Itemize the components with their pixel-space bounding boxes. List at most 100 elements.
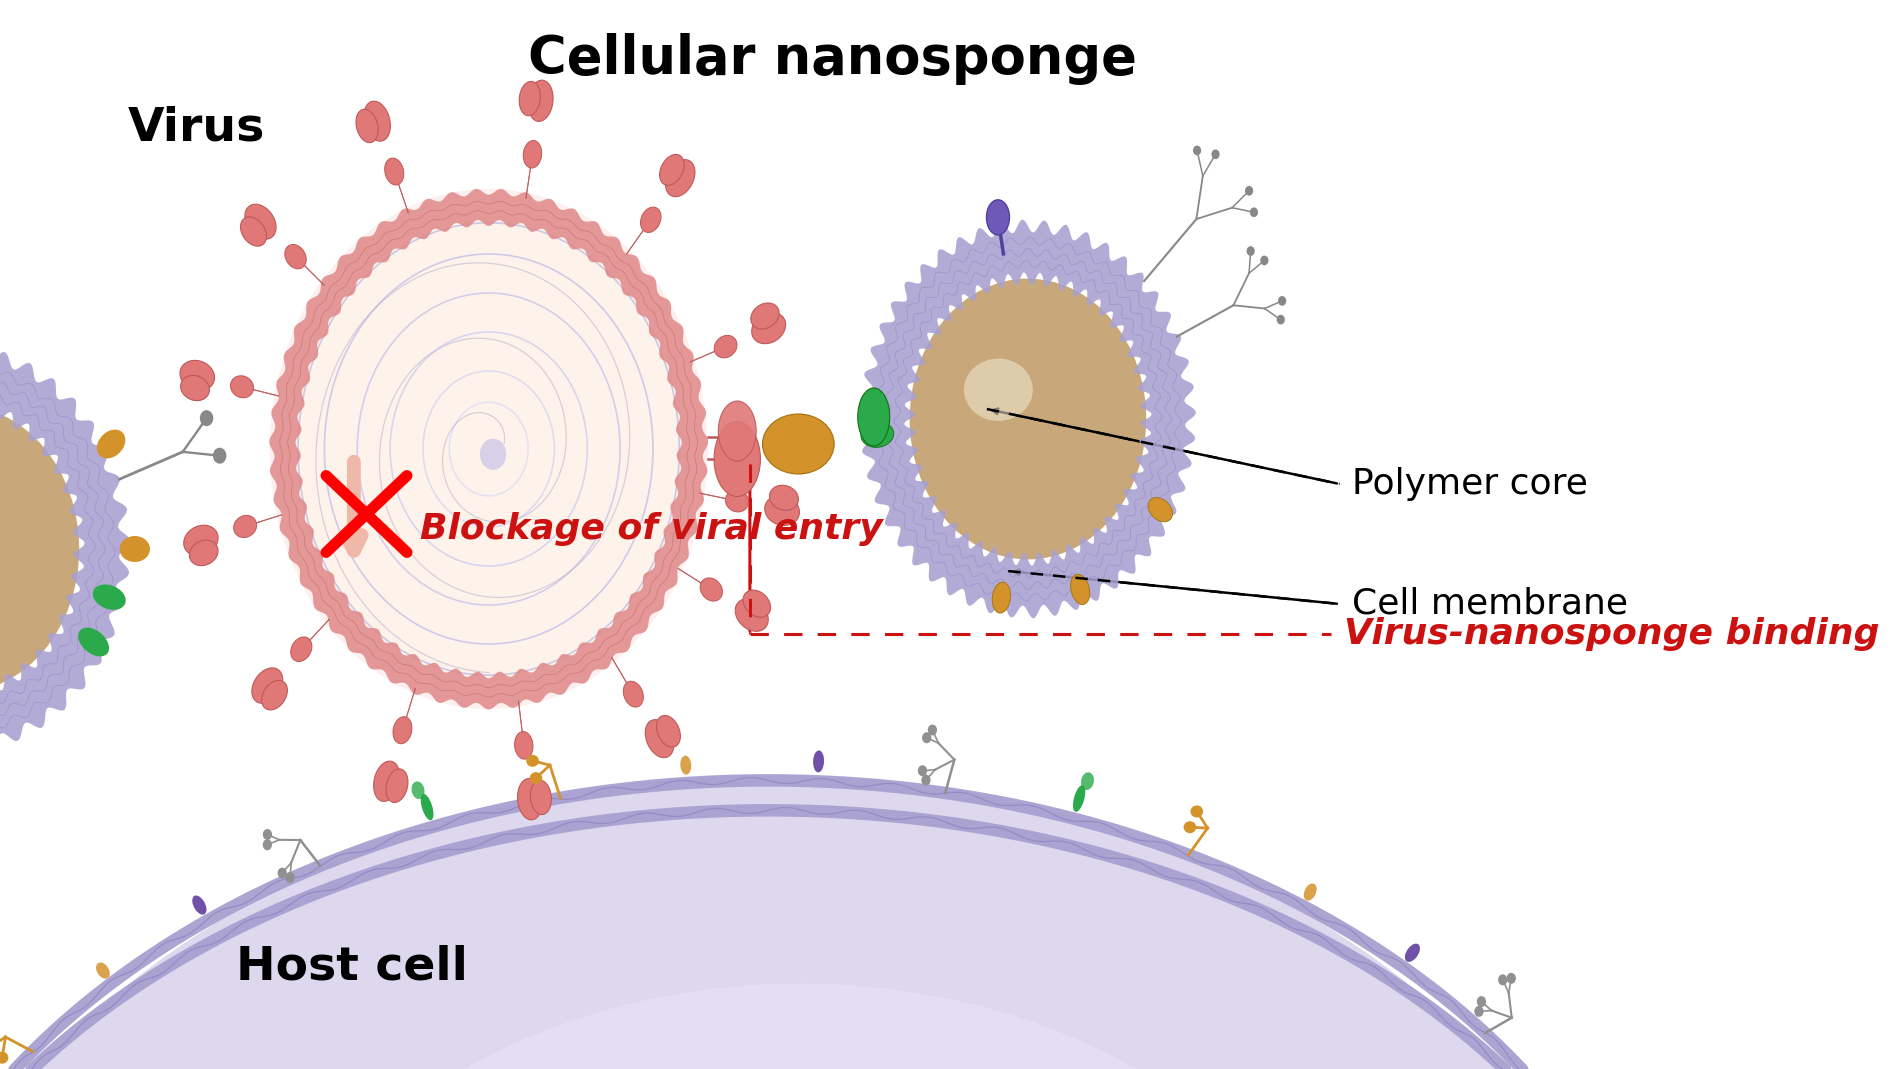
Ellipse shape: [253, 668, 283, 703]
Ellipse shape: [78, 628, 108, 656]
Ellipse shape: [412, 781, 424, 799]
Ellipse shape: [374, 761, 401, 802]
Polygon shape: [861, 220, 1195, 618]
Ellipse shape: [657, 715, 680, 747]
Circle shape: [262, 839, 272, 850]
Ellipse shape: [384, 158, 405, 185]
Ellipse shape: [659, 154, 684, 185]
Ellipse shape: [1081, 772, 1094, 790]
Ellipse shape: [241, 217, 266, 246]
Ellipse shape: [1148, 497, 1172, 522]
Ellipse shape: [992, 583, 1011, 613]
Ellipse shape: [813, 750, 825, 773]
Circle shape: [1476, 996, 1486, 1007]
Ellipse shape: [857, 388, 889, 446]
Circle shape: [1244, 186, 1254, 196]
Ellipse shape: [184, 525, 218, 556]
Ellipse shape: [750, 303, 779, 329]
Ellipse shape: [640, 207, 661, 232]
Ellipse shape: [0, 775, 1649, 1069]
Ellipse shape: [986, 200, 1009, 235]
Circle shape: [1474, 1006, 1484, 1017]
Ellipse shape: [97, 430, 125, 459]
Ellipse shape: [97, 962, 110, 979]
Text: Virus: Virus: [127, 106, 266, 151]
Ellipse shape: [623, 681, 644, 707]
Circle shape: [481, 438, 505, 469]
Ellipse shape: [522, 140, 541, 168]
Circle shape: [1250, 207, 1258, 217]
Circle shape: [910, 279, 1146, 559]
Ellipse shape: [0, 1052, 8, 1064]
Ellipse shape: [735, 599, 768, 632]
Ellipse shape: [519, 81, 540, 115]
Circle shape: [1497, 974, 1507, 986]
Ellipse shape: [234, 515, 256, 538]
Ellipse shape: [1184, 821, 1197, 833]
Ellipse shape: [726, 490, 749, 512]
Ellipse shape: [1303, 883, 1317, 901]
Circle shape: [285, 872, 294, 883]
Ellipse shape: [291, 637, 312, 662]
Circle shape: [918, 765, 927, 776]
Ellipse shape: [190, 540, 218, 566]
Circle shape: [262, 830, 272, 840]
Ellipse shape: [770, 485, 798, 510]
Ellipse shape: [420, 794, 433, 820]
Ellipse shape: [393, 716, 412, 744]
Ellipse shape: [285, 245, 306, 268]
Circle shape: [1193, 145, 1201, 155]
Ellipse shape: [718, 401, 756, 461]
Ellipse shape: [245, 204, 275, 239]
Ellipse shape: [192, 896, 207, 915]
Ellipse shape: [239, 983, 1360, 1069]
Circle shape: [922, 732, 931, 743]
Ellipse shape: [526, 755, 540, 766]
Circle shape: [213, 448, 226, 464]
Ellipse shape: [743, 590, 771, 617]
Ellipse shape: [363, 102, 390, 141]
Circle shape: [270, 189, 709, 709]
Ellipse shape: [1074, 785, 1085, 811]
Text: Host cell: Host cell: [236, 945, 467, 990]
Ellipse shape: [861, 422, 893, 447]
Circle shape: [200, 410, 213, 427]
Ellipse shape: [230, 376, 253, 398]
Ellipse shape: [93, 585, 125, 609]
Text: Polymer core: Polymer core: [1353, 467, 1588, 501]
Ellipse shape: [1191, 805, 1203, 818]
Ellipse shape: [180, 360, 215, 390]
Text: Virus-nanosponge binding: Virus-nanosponge binding: [1343, 617, 1879, 651]
Circle shape: [927, 725, 937, 735]
Ellipse shape: [963, 358, 1034, 421]
Ellipse shape: [701, 578, 722, 601]
Circle shape: [1279, 296, 1286, 306]
Text: Blockage of viral entry: Blockage of viral entry: [420, 512, 882, 546]
Ellipse shape: [714, 336, 737, 358]
Circle shape: [1212, 150, 1220, 159]
Circle shape: [296, 220, 682, 678]
Circle shape: [277, 868, 287, 879]
Ellipse shape: [530, 772, 541, 784]
Ellipse shape: [528, 80, 553, 122]
Ellipse shape: [752, 312, 785, 344]
Polygon shape: [0, 344, 129, 754]
Circle shape: [1260, 255, 1269, 265]
Ellipse shape: [530, 780, 551, 815]
Text: Cellular nanosponge: Cellular nanosponge: [528, 33, 1136, 84]
Circle shape: [1507, 973, 1516, 983]
Ellipse shape: [680, 756, 692, 775]
Ellipse shape: [646, 719, 674, 758]
Circle shape: [1246, 246, 1254, 255]
Ellipse shape: [714, 421, 760, 496]
Circle shape: [1277, 314, 1284, 325]
Ellipse shape: [762, 414, 834, 474]
Ellipse shape: [386, 769, 408, 803]
Ellipse shape: [665, 159, 695, 197]
Ellipse shape: [764, 495, 800, 526]
Ellipse shape: [515, 731, 534, 759]
Ellipse shape: [180, 375, 209, 401]
Ellipse shape: [1404, 944, 1419, 962]
Ellipse shape: [120, 536, 150, 562]
Ellipse shape: [1070, 574, 1091, 605]
